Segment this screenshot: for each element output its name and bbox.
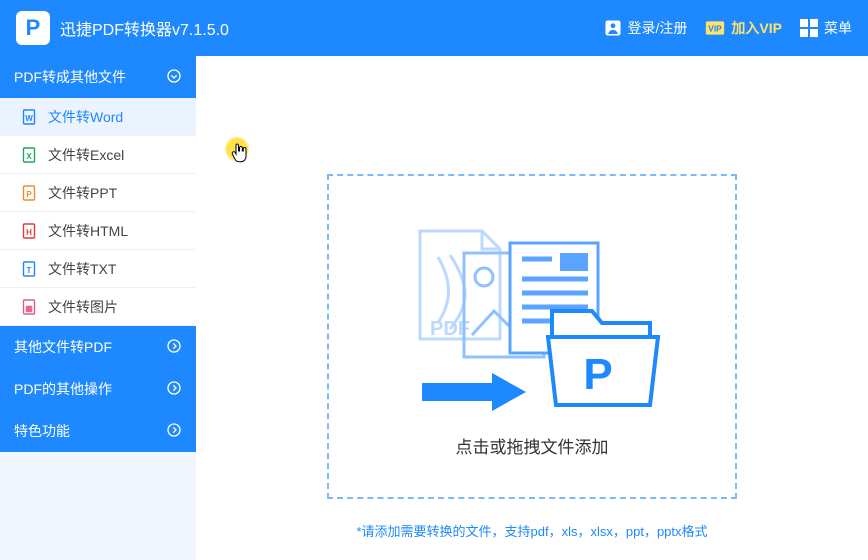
sidebar-item-label: 文件转Excel: [48, 145, 124, 165]
chevron-down-icon: [166, 68, 182, 87]
sidebar-item-2[interactable]: P 文件转PPT: [0, 174, 196, 212]
sidebar-section-title: 其他文件转PDF: [14, 337, 112, 357]
login-label: 登录/注册: [628, 18, 688, 38]
filetype-icon: P: [22, 185, 38, 201]
sidebar-item-label: 文件转Word: [48, 107, 123, 127]
body: PDF转成其他文件 W 文件转Word X 文件转Excel P 文件转PPT H 文件转HT…: [0, 56, 868, 560]
pointer-cursor-icon: [230, 142, 250, 164]
svg-text:▦: ▦: [25, 304, 33, 313]
sidebar-filler: [0, 452, 196, 560]
svg-text:P: P: [583, 350, 612, 399]
filetype-icon: ▦: [22, 299, 38, 315]
vip-button[interactable]: VIP 加入VIP: [705, 18, 782, 38]
app-logo: P: [16, 11, 50, 45]
svg-text:P: P: [26, 190, 32, 199]
sidebar-item-label: 文件转PPT: [48, 183, 117, 203]
filetype-icon: W: [22, 109, 38, 125]
app-title: 迅捷PDF转换器v7.1.5.0: [60, 16, 229, 40]
sidebar-section-pdf-other-ops[interactable]: PDF的其他操作: [0, 368, 196, 410]
format-hint: *请添加需要转换的文件，支持pdf，xls，xlsx，ppt，pptx格式: [356, 521, 707, 540]
user-icon: [604, 19, 622, 37]
sidebar-item-label: 文件转TXT: [48, 259, 116, 279]
svg-text:W: W: [25, 114, 33, 123]
sidebar-item-4[interactable]: T 文件转TXT: [0, 250, 196, 288]
menu-label: 菜单: [824, 18, 852, 38]
dropzone[interactable]: PDF: [327, 174, 737, 499]
sidebar-item-label: 文件转HTML: [48, 221, 128, 241]
sidebar-section-title: PDF转成其他文件: [14, 67, 126, 87]
sidebar-section-title: PDF的其他操作: [14, 379, 112, 399]
svg-text:X: X: [26, 152, 32, 161]
sidebar-item-1[interactable]: X 文件转Excel: [0, 136, 196, 174]
sidebar-item-label: 文件转图片: [48, 297, 118, 317]
dropzone-illustration-icon: PDF: [402, 215, 662, 415]
sidebar: PDF转成其他文件 W 文件转Word X 文件转Excel P 文件转PPT H 文件转HT…: [0, 56, 196, 560]
chevron-right-icon: [166, 422, 182, 441]
login-button[interactable]: 登录/注册: [604, 18, 688, 38]
menu-button[interactable]: 菜单: [800, 18, 852, 38]
sidebar-section-pdf-to-other[interactable]: PDF转成其他文件: [0, 56, 196, 98]
dropzone-label: 点击或拖拽文件添加: [456, 433, 609, 458]
sidebar-item-5[interactable]: ▦ 文件转图片: [0, 288, 196, 326]
filetype-icon: T: [22, 261, 38, 277]
main-area: PDF: [196, 56, 868, 560]
grid-icon: [800, 19, 818, 37]
chevron-right-icon: [166, 338, 182, 357]
sidebar-section-title: 特色功能: [14, 421, 70, 441]
sidebar-item-0[interactable]: W 文件转Word: [0, 98, 196, 136]
sidebar-item-3[interactable]: H 文件转HTML: [0, 212, 196, 250]
chevron-right-icon: [166, 380, 182, 399]
filetype-icon: H: [22, 223, 38, 239]
logo-p-icon: P: [26, 15, 41, 41]
sidebar-section-features[interactable]: 特色功能: [0, 410, 196, 452]
sidebar-section-other-to-pdf[interactable]: 其他文件转PDF: [0, 326, 196, 368]
svg-text:VIP: VIP: [709, 23, 723, 33]
svg-text:H: H: [26, 228, 32, 237]
svg-text:T: T: [27, 266, 32, 275]
vip-label: 加入VIP: [731, 18, 782, 38]
vip-icon: VIP: [705, 20, 725, 36]
titlebar: P 迅捷PDF转换器v7.1.5.0 登录/注册 VIP 加入VIP 菜单: [0, 0, 868, 56]
filetype-icon: X: [22, 147, 38, 163]
